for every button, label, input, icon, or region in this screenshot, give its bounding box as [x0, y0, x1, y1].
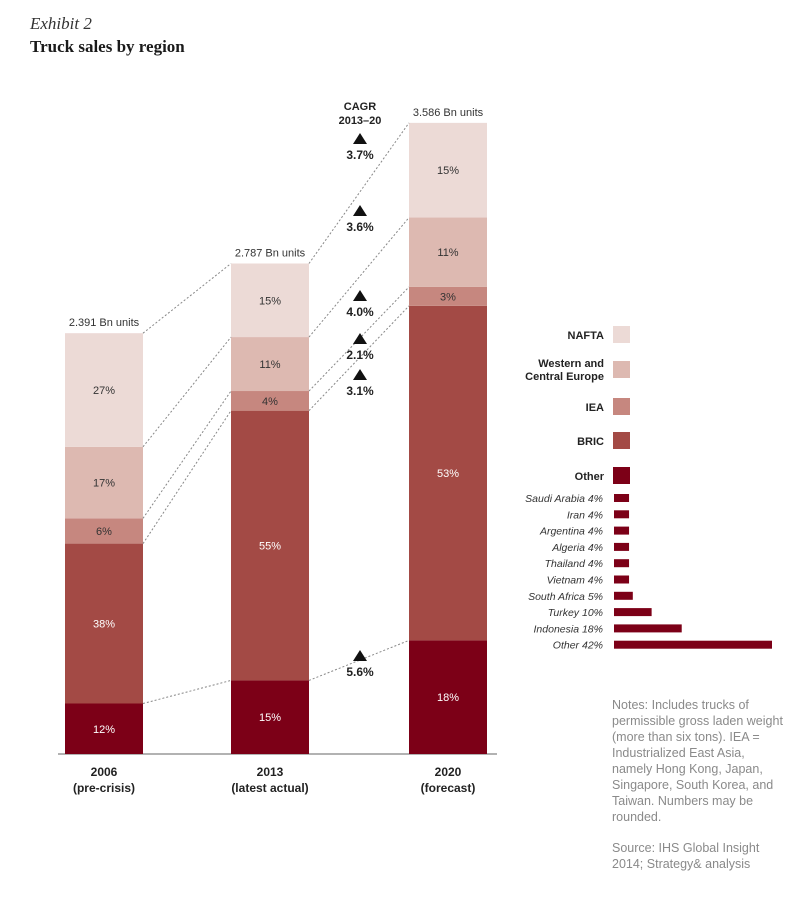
connector-iea-2013-2020	[308, 305, 410, 411]
cagr-value-western-and-central-europe: 4.0%	[346, 305, 374, 319]
other-bar-argentina	[614, 526, 630, 535]
other-bar-saudi-arabia	[614, 494, 630, 502]
other-label-indonesia: Indonesia 18%	[534, 623, 603, 635]
connector-total-2006-2013	[142, 263, 232, 334]
x-tick-2006: 2006	[91, 765, 118, 779]
x-tick-2020: 2020	[435, 765, 462, 779]
other-bar-indonesia	[614, 624, 682, 633]
other-bar-south-africa	[614, 591, 633, 600]
total-label-2013: 2.787 Bn units	[235, 247, 306, 259]
other-bar-vietnam	[614, 575, 630, 584]
x-sublabel-2020: (forecast)	[421, 781, 476, 795]
other-bar-turkey	[614, 608, 652, 617]
other-label-turkey: Turkey 10%	[548, 607, 603, 619]
bar-2013-nafta	[231, 263, 309, 338]
bar-2006-bric	[65, 543, 143, 704]
connector-bric-2006-2013	[142, 679, 232, 704]
connector-europe-2006-2013	[142, 390, 232, 519]
legend-swatch-iea	[613, 398, 630, 415]
cagr-arrow-up-icon-western-and-central-europe	[353, 290, 367, 301]
other-label-south-africa: South Africa 5%	[528, 591, 603, 603]
cagr-value-bric: 3.1%	[346, 384, 374, 398]
legend-label-western-and-central-europe: Western and Central Europe	[525, 358, 604, 383]
data-label-2013-nafta: 15%	[259, 295, 281, 307]
cagr-header: CAGR	[344, 101, 376, 113]
cagr-arrow-up-icon-other	[353, 650, 367, 661]
connector-iea-2006-2013	[142, 410, 232, 544]
x-sublabel-2013: (latest actual)	[231, 781, 308, 795]
total-label-2020: 3.586 Bn units	[413, 107, 484, 119]
chart-title: Truck sales by region	[30, 37, 185, 56]
data-label-2006-iea: 6%	[96, 526, 112, 538]
cagr-arrow-up-icon-iea	[353, 333, 367, 344]
legend-swatch-western-and-central-europe	[613, 361, 630, 378]
cagr-value-iea: 2.1%	[346, 348, 374, 362]
cagr-period: 2013–20	[339, 115, 382, 127]
other-bar-algeria	[614, 542, 630, 551]
other-bar-other	[614, 640, 772, 649]
connector-nafta-2006-2013	[142, 336, 232, 448]
bar-2006-western-and-central-europe	[65, 446, 143, 519]
legend-label-bric: BRIC	[577, 436, 604, 448]
other-label-iran: Iran 4%	[567, 509, 603, 521]
cagr-value-total: 3.7%	[346, 148, 374, 162]
other-label-other: Other 42%	[553, 640, 603, 652]
bar-2006-other	[65, 703, 143, 754]
data-label-2020-western-and-central-europe: 11%	[437, 247, 458, 259]
other-bar-thailand	[614, 559, 630, 568]
other-label-saudi-arabia: Saudi Arabia 4%	[525, 493, 603, 505]
legend-swatch-nafta	[613, 326, 630, 343]
bar-2006-iea	[65, 518, 143, 544]
bar-2013-western-and-central-europe	[231, 337, 309, 392]
notes-text: Notes: Includes trucks of permissible gr…	[612, 698, 783, 824]
legend-label-nafta: NAFTA	[568, 330, 605, 342]
bar-2020-iea	[409, 286, 487, 306]
bar-2020-nafta	[409, 122, 487, 218]
data-label-2006-nafta: 27%	[93, 385, 115, 397]
other-label-algeria: Algeria 4%	[551, 542, 603, 554]
data-label-2006-bric: 38%	[93, 619, 115, 631]
bar-2020-western-and-central-europe	[409, 217, 487, 287]
exhibit-label: Exhibit 2	[30, 14, 92, 33]
cagr-value-other: 5.6%	[346, 665, 374, 679]
data-label-2006-other: 12%	[93, 724, 115, 736]
bar-2006-nafta	[65, 333, 143, 447]
connector-nafta-2013-2020	[308, 217, 410, 338]
data-label-2020-bric: 53%	[437, 468, 459, 480]
cagr-value-nafta: 3.6%	[346, 220, 374, 234]
other-label-thailand: Thailand 4%	[545, 558, 603, 570]
data-label-2013-bric: 55%	[259, 541, 281, 553]
data-label-2020-other: 18%	[437, 692, 459, 704]
cagr-arrow-up-icon-nafta	[353, 205, 367, 216]
bar-2020-bric	[409, 305, 487, 641]
x-sublabel-2006: (pre-crisis)	[73, 781, 135, 795]
other-label-argentina: Argentina 4%	[539, 526, 603, 538]
bar-2020-other	[409, 640, 487, 754]
data-label-2006-western-and-central-europe: 17%	[93, 478, 115, 490]
legend-label-line: Western and	[538, 358, 604, 370]
connector-total-2013-2020	[308, 122, 410, 264]
data-label-2013-other: 15%	[259, 712, 281, 724]
cagr-arrow-up-icon-total	[353, 133, 367, 144]
data-label-2013-iea: 4%	[262, 396, 278, 408]
total-label-2006: 2.391 Bn units	[69, 317, 140, 329]
legend-swatch-other	[613, 467, 630, 484]
other-label-vietnam: Vietnam 4%	[547, 575, 603, 587]
source-text: Source: IHS Global Insight 2014; Strateg…	[612, 841, 760, 871]
legend-label-iea: IEA	[586, 402, 604, 414]
cagr-arrow-up-icon-bric	[353, 369, 367, 380]
bar-2013-iea	[231, 391, 309, 411]
bar-2013-bric	[231, 410, 309, 681]
data-label-2020-nafta: 15%	[437, 165, 459, 177]
data-label-2020-iea: 3%	[440, 291, 456, 303]
legend-label-other: Other	[575, 471, 605, 483]
legend-swatch-bric	[613, 432, 630, 449]
data-label-2013-western-and-central-europe: 11%	[259, 359, 280, 371]
legend-label-line: Central Europe	[525, 371, 604, 383]
x-tick-2013: 2013	[257, 765, 284, 779]
bar-2013-other	[231, 680, 309, 754]
other-bar-iran	[614, 510, 630, 519]
